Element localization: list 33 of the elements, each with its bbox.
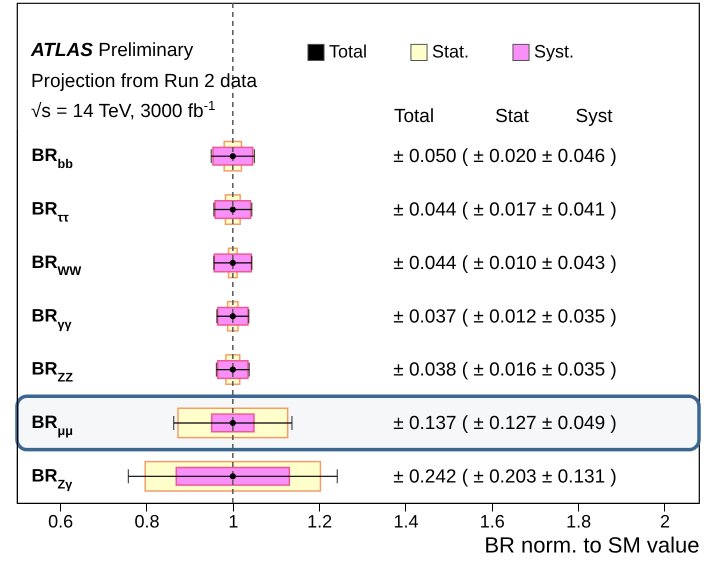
chart-title: ATLAS Preliminary bbox=[30, 40, 194, 61]
text: Stat bbox=[495, 106, 530, 127]
x-tick-label: 1.8 bbox=[566, 512, 592, 532]
y-tick-label: BR$_{ZZ}$ bbox=[32, 358, 74, 385]
annotation: ± 0.038 ( ± 0.016 ± 0.035 ) bbox=[393, 360, 617, 381]
x-tick-label: 1 bbox=[228, 512, 238, 532]
text: √s = 14 TeV, 3000 fb$^{-1}$ bbox=[31, 98, 216, 122]
text: Total bbox=[394, 106, 434, 127]
annotation: ± 0.044 ( ± 0.017 ± 0.041 ) bbox=[393, 200, 617, 221]
annotation: ± 0.050 ( ± 0.020 ± 0.046 ) bbox=[393, 146, 617, 168]
bar bbox=[176, 466, 290, 486]
legend-label: Syst. bbox=[534, 41, 574, 62]
y-tick-label: BR$_{ττ}$ bbox=[32, 198, 70, 225]
legend-label: Stat. bbox=[432, 41, 470, 62]
x-axis-title: BR norm. to SM value bbox=[484, 532, 700, 558]
y-tick-label: BR$_{Zγ}$ bbox=[32, 465, 72, 492]
y-tick-label: BR$_{WW}$ bbox=[32, 252, 82, 278]
x-tick-label: 1.2 bbox=[307, 512, 332, 532]
x-tick-label: 0.6 bbox=[48, 512, 74, 532]
x-tick-label: 2 bbox=[660, 512, 670, 532]
y-tick-label: BR$_{μμ}$ bbox=[32, 412, 73, 438]
annotation: ± 0.044 ( ± 0.010 ± 0.043 ) bbox=[393, 252, 617, 274]
legend-label: Total bbox=[329, 41, 368, 62]
y-tick-label: BR$_{γγ}$ bbox=[32, 305, 72, 332]
annotation: ± 0.242 ( ± 0.203 ± 0.131 ) bbox=[393, 466, 617, 488]
text: Projection from Run 2 data bbox=[31, 71, 258, 92]
x-tick-label: 1.4 bbox=[393, 512, 418, 532]
x-tick-label: 0.8 bbox=[134, 512, 160, 532]
x-tick-label: 1.6 bbox=[480, 512, 505, 532]
text: Syst bbox=[576, 106, 614, 127]
annotation: ± 0.137 ( ± 0.127 ± 0.049 ) bbox=[393, 412, 617, 434]
annotation: ± 0.037 ( ± 0.012 ± 0.035 ) bbox=[393, 306, 617, 328]
y-tick-label: BR$_{bb}$ bbox=[32, 145, 74, 172]
